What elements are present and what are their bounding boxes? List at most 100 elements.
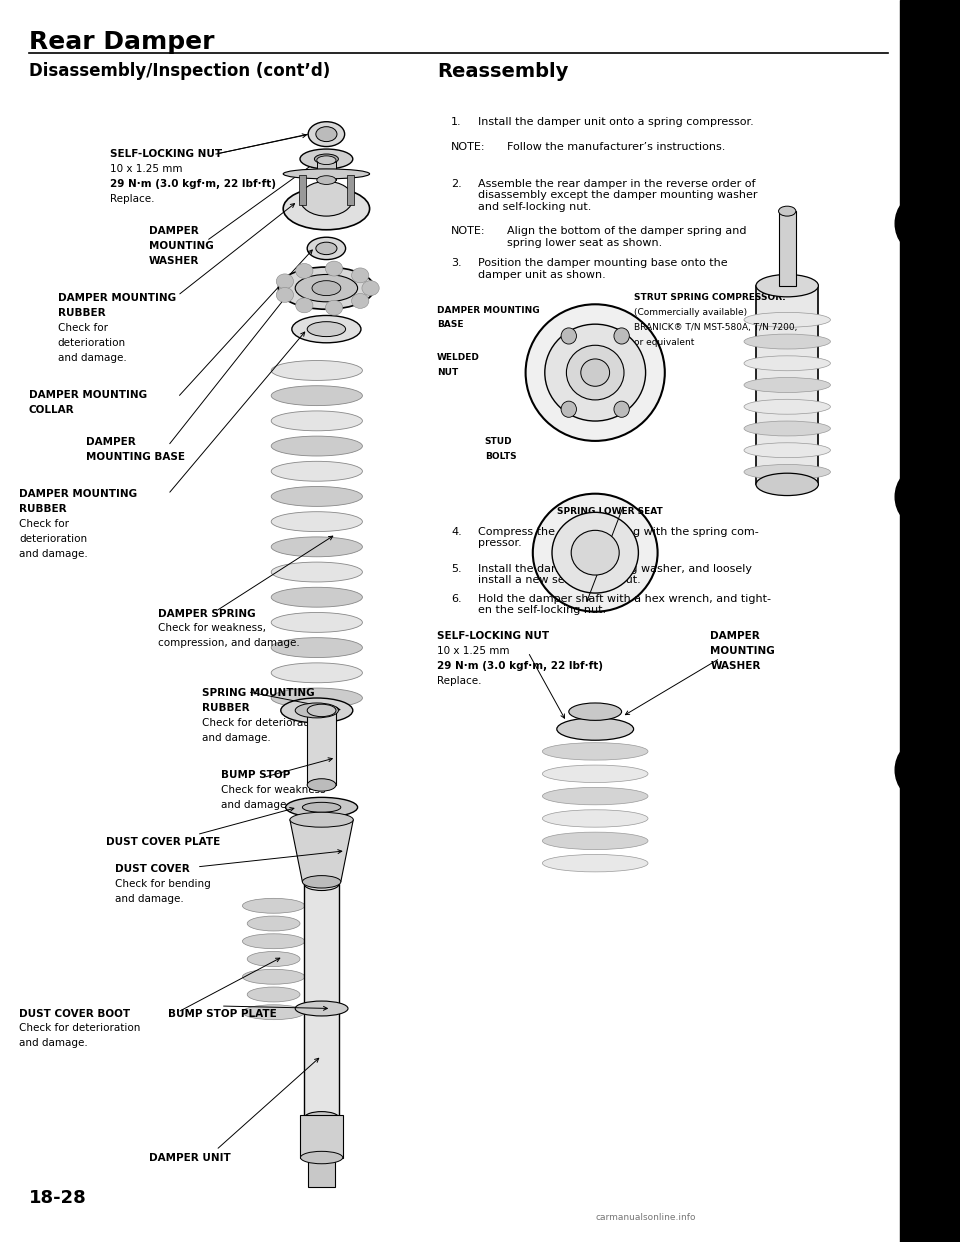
Text: MOUNTING: MOUNTING xyxy=(710,646,775,656)
Text: DUST COVER: DUST COVER xyxy=(115,864,190,874)
Text: MOUNTING: MOUNTING xyxy=(149,241,213,251)
Bar xyxy=(299,175,306,205)
Text: Disassembly/Inspection (cont’d): Disassembly/Inspection (cont’d) xyxy=(29,62,330,79)
Text: NOTE:: NOTE: xyxy=(451,226,486,236)
Ellipse shape xyxy=(300,149,353,169)
Ellipse shape xyxy=(542,787,648,805)
Text: DAMPER: DAMPER xyxy=(710,631,760,641)
Ellipse shape xyxy=(545,324,645,421)
Ellipse shape xyxy=(271,436,363,456)
Bar xyxy=(779,211,796,286)
Ellipse shape xyxy=(296,274,357,302)
Text: NOTE:: NOTE: xyxy=(451,142,486,152)
Bar xyxy=(300,1115,343,1158)
Ellipse shape xyxy=(271,461,363,481)
Ellipse shape xyxy=(542,743,648,760)
Ellipse shape xyxy=(296,263,313,278)
Ellipse shape xyxy=(317,175,336,184)
Ellipse shape xyxy=(296,703,339,718)
Text: STRUT SPRING COMPRESSOR:: STRUT SPRING COMPRESSOR: xyxy=(634,293,785,302)
Ellipse shape xyxy=(744,399,830,415)
Text: Follow the manufacturer’s instructions.: Follow the manufacturer’s instructions. xyxy=(507,142,725,152)
Ellipse shape xyxy=(248,917,300,932)
Ellipse shape xyxy=(271,360,363,380)
Ellipse shape xyxy=(283,188,370,230)
Text: 2.: 2. xyxy=(451,179,462,189)
Text: and damage.: and damage. xyxy=(58,353,127,363)
Text: 5.: 5. xyxy=(451,564,462,574)
Ellipse shape xyxy=(302,802,341,812)
Ellipse shape xyxy=(533,493,658,611)
Ellipse shape xyxy=(566,345,624,400)
Ellipse shape xyxy=(351,268,369,283)
Text: or equivalent: or equivalent xyxy=(634,338,694,347)
Text: compression, and damage.: compression, and damage. xyxy=(158,638,300,648)
Ellipse shape xyxy=(895,194,948,253)
Text: deterioration: deterioration xyxy=(58,338,126,348)
Text: BUMP STOP PLATE: BUMP STOP PLATE xyxy=(168,1009,276,1018)
Text: 18-28: 18-28 xyxy=(29,1190,86,1207)
Text: Check for: Check for xyxy=(58,323,108,333)
Ellipse shape xyxy=(317,156,336,165)
Text: 4.: 4. xyxy=(451,527,462,537)
Text: and damage.: and damage. xyxy=(221,800,290,810)
Text: and damage.: and damage. xyxy=(115,894,184,904)
Ellipse shape xyxy=(271,663,363,683)
Ellipse shape xyxy=(351,293,369,308)
Text: SELF-LOCKING NUT: SELF-LOCKING NUT xyxy=(110,149,223,159)
Text: Reassembly: Reassembly xyxy=(437,62,568,81)
Bar xyxy=(308,1153,335,1187)
Ellipse shape xyxy=(243,969,305,984)
Text: Check for deterioration: Check for deterioration xyxy=(202,718,323,728)
Ellipse shape xyxy=(895,740,948,800)
Ellipse shape xyxy=(307,779,336,791)
Bar xyxy=(756,286,818,484)
Ellipse shape xyxy=(276,287,294,302)
Bar xyxy=(317,160,336,180)
Ellipse shape xyxy=(243,1005,305,1020)
Ellipse shape xyxy=(571,530,619,575)
Ellipse shape xyxy=(307,237,346,260)
Ellipse shape xyxy=(312,281,341,296)
Ellipse shape xyxy=(296,1001,348,1016)
Text: 29 N·m (3.0 kgf·m, 22 lbf·ft): 29 N·m (3.0 kgf·m, 22 lbf·ft) xyxy=(437,661,603,671)
Text: and damage.: and damage. xyxy=(19,549,88,559)
Text: Compress the damper spring with the spring com-
pressor.: Compress the damper spring with the spri… xyxy=(478,527,758,548)
Text: DAMPER UNIT: DAMPER UNIT xyxy=(149,1153,230,1163)
Text: SPRING MOUNTING: SPRING MOUNTING xyxy=(202,688,314,698)
Text: BOLTS: BOLTS xyxy=(485,452,516,461)
Text: COLLAR: COLLAR xyxy=(29,405,75,415)
Ellipse shape xyxy=(278,267,374,309)
Text: WELDED: WELDED xyxy=(437,353,480,361)
Text: DAMPER MOUNTING: DAMPER MOUNTING xyxy=(19,489,137,499)
Polygon shape xyxy=(290,820,353,882)
Ellipse shape xyxy=(286,797,357,817)
Ellipse shape xyxy=(614,401,630,417)
Text: Check for weakness,: Check for weakness, xyxy=(158,623,266,633)
Ellipse shape xyxy=(271,512,363,532)
Text: DUST COVER BOOT: DUST COVER BOOT xyxy=(19,1009,131,1018)
Text: 6.: 6. xyxy=(451,594,462,604)
Text: Rear Damper: Rear Damper xyxy=(29,30,214,53)
Text: DAMPER SPRING: DAMPER SPRING xyxy=(158,609,256,619)
Text: DAMPER MOUNTING: DAMPER MOUNTING xyxy=(29,390,147,400)
Ellipse shape xyxy=(271,386,363,406)
Ellipse shape xyxy=(271,411,363,431)
Ellipse shape xyxy=(542,810,648,827)
Ellipse shape xyxy=(271,537,363,556)
Ellipse shape xyxy=(271,563,363,582)
Text: 10 x 1.25 mm: 10 x 1.25 mm xyxy=(437,646,510,656)
Text: 3.: 3. xyxy=(451,258,462,268)
Ellipse shape xyxy=(280,698,353,723)
Text: MOUNTING BASE: MOUNTING BASE xyxy=(86,452,185,462)
Text: Replace.: Replace. xyxy=(110,194,155,204)
Ellipse shape xyxy=(779,206,796,216)
Ellipse shape xyxy=(316,242,337,255)
Text: Align the bottom of the damper spring and
spring lower seat as shown.: Align the bottom of the damper spring an… xyxy=(507,226,746,247)
Ellipse shape xyxy=(315,154,339,164)
Ellipse shape xyxy=(302,876,341,888)
Text: Hold the damper shaft with a hex wrench, and tight-
en the self-locking nut.: Hold the damper shaft with a hex wrench,… xyxy=(478,594,771,615)
Text: NUT: NUT xyxy=(437,368,458,376)
Ellipse shape xyxy=(561,328,576,344)
Ellipse shape xyxy=(300,1151,343,1164)
